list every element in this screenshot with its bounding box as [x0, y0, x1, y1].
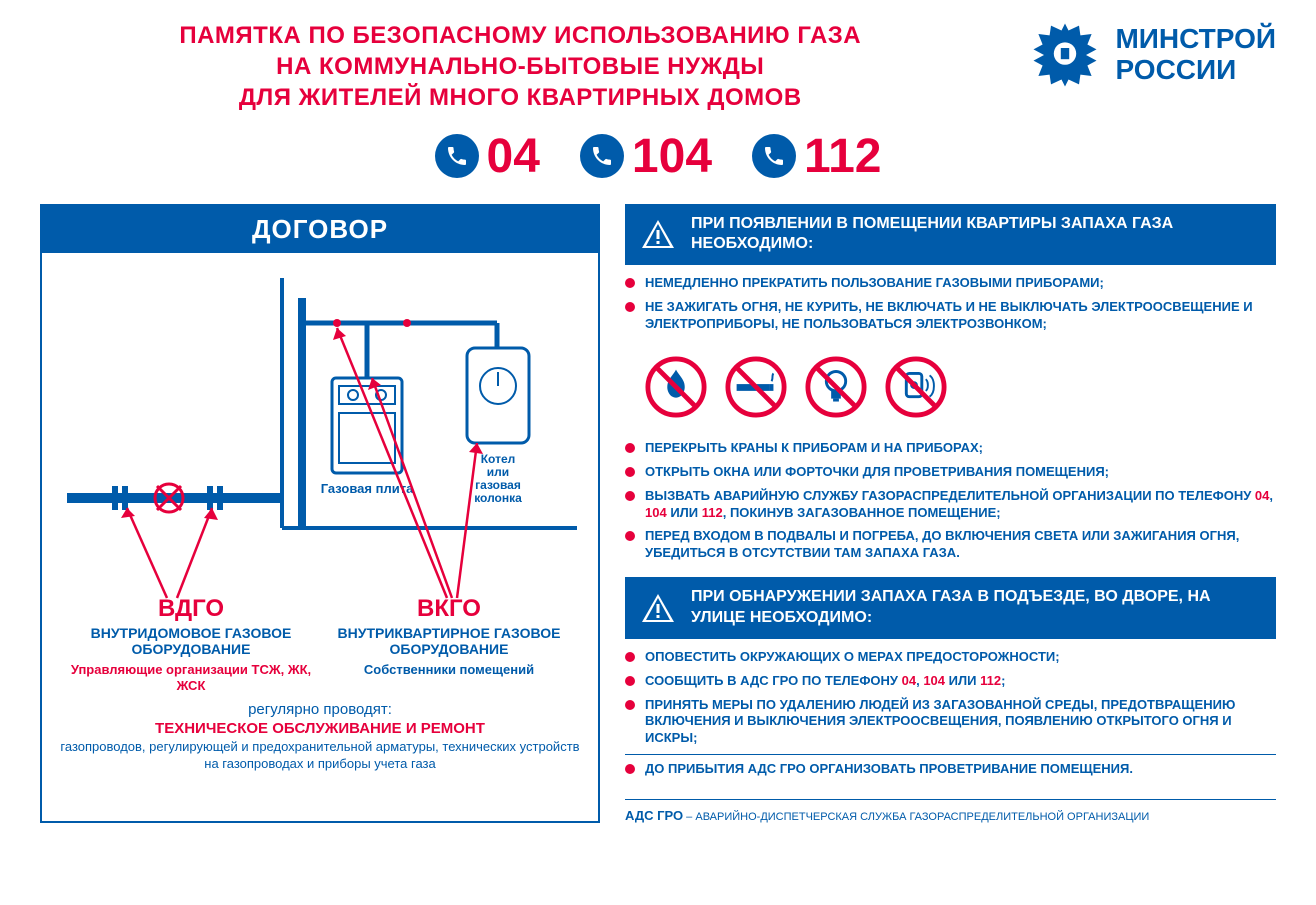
footer-note: АДС ГРО – АВАРИЙНО-ДИСПЕТЧЕРСКАЯ СЛУЖБА … — [625, 808, 1276, 823]
phone-number-1: 104 — [632, 129, 712, 184]
bullet-dot-icon — [625, 676, 635, 686]
svg-text:газовая: газовая — [475, 478, 521, 492]
header-logo-block: МИНСТРОЙ РОССИИ — [1030, 20, 1276, 90]
bullet-dot-icon — [625, 700, 635, 710]
header: ПАМЯТКА ПО БЕЗОПАСНОМУ ИСПОЛЬЗОВАНИЮ ГАЗ… — [40, 20, 1276, 114]
bullet-dot-icon — [625, 491, 635, 501]
divider — [625, 799, 1276, 800]
footer-text: – АВАРИЙНО-ДИСПЕТЧЕРСКАЯ СЛУЖБА ГАЗОРАСП… — [683, 811, 1149, 823]
bullet-text: ОПОВЕСТИТЬ ОКРУЖАЮЩИХ О МЕРАХ ПРЕДОСТОРО… — [645, 649, 1060, 666]
title-line2: НА КОММУНАЛЬНО-БЫТОВЫЕ НУЖДЫ — [40, 51, 1000, 82]
bullet-item: ВЫЗВАТЬ АВАРИЙНУЮ СЛУЖБУ ГАЗОРАСПРЕДЕЛИТ… — [625, 488, 1276, 522]
bullet-item: СООБЩИТЬ В АДС ГРО ПО ТЕЛЕФОНУ 04, 104 И… — [625, 673, 1276, 690]
warn1-text: ПРИ ПОЯВЛЕНИИ В ПОМЕЩЕНИИ КВАРТИРЫ ЗАПАХ… — [691, 214, 1261, 256]
divider — [625, 754, 1276, 755]
bottom-line2: ТЕХНИЧЕСКОЕ ОБСЛУЖИВАНИЕ И РЕМОНТ — [57, 720, 583, 737]
warn2-text: ПРИ ОБНАРУЖЕНИИ ЗАПАХА ГАЗА В ПОДЪЕЗДЕ, … — [691, 587, 1261, 629]
warning-header-2: ПРИ ОБНАРУЖЕНИИ ЗАПАХА ГАЗА В ПОДЪЕЗДЕ, … — [625, 577, 1276, 639]
svg-text:Котел: Котел — [481, 452, 516, 466]
svg-text:колонка: колонка — [474, 491, 522, 505]
bullet-dot-icon — [625, 443, 635, 453]
content-row: ДОГОВОР — [40, 204, 1276, 824]
bullet-list-2: ПЕРЕКРЫТЬ КРАНЫ К ПРИБОРАМ И НА ПРИБОРАХ… — [625, 430, 1276, 577]
bottom-text-block: регулярно проводят: ТЕХНИЧЕСКОЕ ОБСЛУЖИВ… — [42, 693, 598, 788]
ministry-line1: МИНСТРОЙ — [1115, 24, 1276, 55]
svg-text:или: или — [487, 465, 509, 479]
emergency-phones-row: 04 104 112 — [40, 129, 1276, 184]
bullet-dot-icon — [625, 467, 635, 477]
bullet-list-1: НЕМЕДЛЕННО ПРЕКРАТИТЬ ПОЛЬЗОВАНИЕ ГАЗОВЫ… — [625, 265, 1276, 348]
title-line3: ДЛЯ ЖИТЕЛЕЙ МНОГО КВАРТИРНЫХ ДОМОВ — [40, 82, 1000, 113]
russia-emblem-icon — [1030, 20, 1100, 90]
warning-triangle-icon — [640, 592, 676, 624]
bullet-item: ПЕРЕКРЫТЬ КРАНЫ К ПРИБОРАМ И НА ПРИБОРАХ… — [625, 440, 1276, 457]
bullet-dot-icon — [625, 531, 635, 541]
warning-header-1: ПРИ ПОЯВЛЕНИИ В ПОМЕЩЕНИИ КВАРТИРЫ ЗАПАХ… — [625, 204, 1276, 266]
no-light-icon — [805, 356, 867, 418]
phone-item-0: 04 — [435, 129, 540, 184]
bullet-text: ВЫЗВАТЬ АВАРИЙНУЮ СЛУЖБУ ГАЗОРАСПРЕДЕЛИТ… — [645, 488, 1276, 522]
bullet-text: ДО ПРИБЫТИЯ АДС ГРО ОРГАНИЗОВАТЬ ПРОВЕТР… — [645, 761, 1133, 778]
phone-icon — [580, 134, 624, 178]
vdgo-desc1: ВНУТРИДОМОВОЕ ГАЗОВОЕ ОБОРУДОВАНИЕ — [62, 625, 320, 659]
footer-abbr: АДС ГРО — [625, 808, 683, 823]
bullet-item: НЕ ЗАЖИГАТЬ ОГНЯ, НЕ КУРИТЬ, НЕ ВКЛЮЧАТЬ… — [625, 299, 1276, 333]
vkgo-desc2: Собственники помещений — [320, 662, 578, 677]
bullet-dot-icon — [625, 278, 635, 288]
no-fire-icon — [645, 356, 707, 418]
bullet-item: НЕМЕДЛЕННО ПРЕКРАТИТЬ ПОЛЬЗОВАНИЕ ГАЗОВЫ… — [625, 275, 1276, 292]
bullet-dot-icon — [625, 764, 635, 774]
bottom-line3: газопроводов, регулирующей и предохранит… — [57, 739, 583, 773]
phone-item-2: 112 — [752, 129, 881, 184]
bullet-text: СООБЩИТЬ В АДС ГРО ПО ТЕЛЕФОНУ 04, 104 И… — [645, 673, 1005, 690]
bullet-text: ПЕРЕКРЫТЬ КРАНЫ К ПРИБОРАМ И НА ПРИБОРАХ… — [645, 440, 983, 457]
bullet-item: ДО ПРИБЫТИЯ АДС ГРО ОРГАНИЗОВАТЬ ПРОВЕТР… — [625, 761, 1276, 778]
contract-panel: ДОГОВОР — [40, 204, 600, 824]
bullet-text: НЕ ЗАЖИГАТЬ ОГНЯ, НЕ КУРИТЬ, НЕ ВКЛЮЧАТЬ… — [645, 299, 1276, 333]
phone-icon — [752, 134, 796, 178]
bottom-line1: регулярно проводят: — [57, 701, 583, 718]
ministry-name: МИНСТРОЙ РОССИИ — [1115, 24, 1276, 86]
phone-number-2: 112 — [804, 129, 881, 184]
title-line1: ПАМЯТКА ПО БЕЗОПАСНОМУ ИСПОЛЬЗОВАНИЮ ГАЗ… — [40, 20, 1000, 51]
no-smoking-icon — [725, 356, 787, 418]
bullet-text: ПРИНЯТЬ МЕРЫ ПО УДАЛЕНИЮ ЛЮДЕЙ ИЗ ЗАГАЗО… — [645, 697, 1276, 748]
bullet-dot-icon — [625, 302, 635, 312]
bullet-item: ОТКРЫТЬ ОКНА ИЛИ ФОРТОЧКИ ДЛЯ ПРОВЕТРИВА… — [625, 464, 1276, 481]
bullet-item: ОПОВЕСТИТЬ ОКРУЖАЮЩИХ О МЕРАХ ПРЕДОСТОРО… — [625, 649, 1276, 666]
bullet-item: ПЕРЕД ВХОДОМ В ПОДВАЛЫ И ПОГРЕБА, ДО ВКЛ… — [625, 528, 1276, 562]
bullet-item: ПРИНЯТЬ МЕРЫ ПО УДАЛЕНИЮ ЛЮДЕЙ ИЗ ЗАГАЗО… — [625, 697, 1276, 748]
gas-diagram: Газовая плита Котел или газовая колонка — [42, 253, 598, 603]
bullet-list-3: ОПОВЕСТИТЬ ОКРУЖАЮЩИХ О МЕРАХ ПРЕДОСТОРО… — [625, 639, 1276, 793]
bullet-dot-icon — [625, 652, 635, 662]
warning-triangle-icon — [640, 218, 676, 250]
contract-header: ДОГОВОР — [42, 206, 598, 253]
prohibition-icons-row — [625, 348, 1276, 430]
instructions-panel: ПРИ ПОЯВЛЕНИИ В ПОМЕЩЕНИИ КВАРТИРЫ ЗАПАХ… — [625, 204, 1276, 824]
bullet-text: ОТКРЫТЬ ОКНА ИЛИ ФОРТОЧКИ ДЛЯ ПРОВЕТРИВА… — [645, 464, 1109, 481]
ministry-line2: РОССИИ — [1115, 55, 1276, 86]
no-doorbell-icon — [885, 356, 947, 418]
vkgo-desc1: ВНУТРИКВАРТИРНОЕ ГАЗОВОЕ ОБОРУДОВАНИЕ — [320, 625, 578, 659]
phone-icon — [435, 134, 479, 178]
phone-item-1: 104 — [580, 129, 712, 184]
phone-number-0: 04 — [487, 129, 540, 184]
bullet-text: НЕМЕДЛЕННО ПРЕКРАТИТЬ ПОЛЬЗОВАНИЕ ГАЗОВЫ… — [645, 275, 1104, 292]
bullet-text: ПЕРЕД ВХОДОМ В ПОДВАЛЫ И ПОГРЕБА, ДО ВКЛ… — [645, 528, 1276, 562]
header-title-block: ПАМЯТКА ПО БЕЗОПАСНОМУ ИСПОЛЬЗОВАНИЮ ГАЗ… — [40, 20, 1000, 114]
vdgo-desc2: Управляющие организации ТСЖ, ЖК, ЖСК — [62, 662, 320, 693]
